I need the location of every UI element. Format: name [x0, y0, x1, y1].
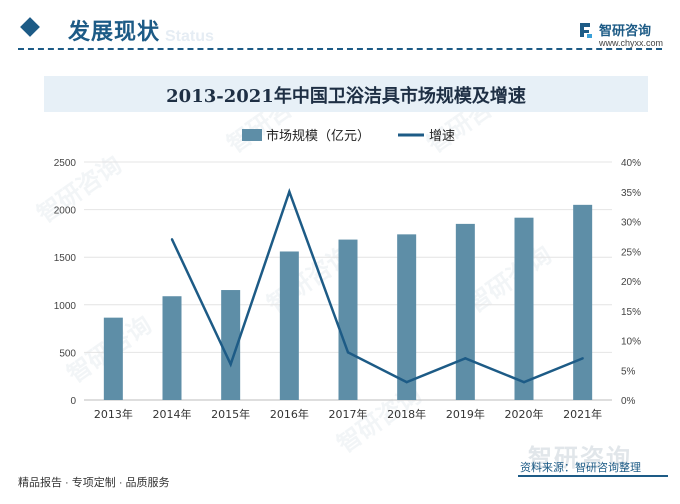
- x-tick-label: 2016年: [270, 407, 309, 421]
- y-right-tick-label: 25%: [621, 247, 641, 258]
- section-ghost-text: Status: [165, 28, 214, 45]
- bar: [279, 251, 299, 400]
- x-tick-label: 2021年: [563, 407, 602, 421]
- legend-bar-swatch: [242, 129, 262, 141]
- y-right-tick-label: 35%: [621, 188, 641, 199]
- footer-watermark: 智研咨询: [528, 444, 632, 472]
- y-left-tick-label: 500: [59, 348, 76, 359]
- growth-line: [170, 187, 584, 384]
- y-left-tick-label: 1000: [54, 301, 77, 312]
- bar: [162, 296, 182, 400]
- y-left-axis: 0 500 1000 1500 2000 2500: [54, 158, 77, 407]
- source-note: 资料来源：智研咨询整理: [520, 462, 641, 474]
- bar: [573, 204, 593, 400]
- x-tick-label: 2013年: [94, 407, 133, 421]
- y-right-tick-label: 10%: [621, 337, 641, 348]
- brand-logo-icon: [580, 23, 592, 38]
- bar: [455, 223, 475, 400]
- line-point: [464, 357, 467, 360]
- legend: 市场规模（亿元） 增速: [242, 128, 455, 144]
- bar: [397, 234, 417, 400]
- x-tick-label: 2015年: [211, 407, 250, 421]
- legend-line-label: 增速: [429, 129, 455, 144]
- y-left-tick-label: 2500: [54, 158, 77, 169]
- line-series: [170, 187, 584, 384]
- x-tick-label: 2014年: [153, 407, 192, 421]
- x-tick-label: 2020年: [505, 407, 544, 421]
- brand-name: 智研咨询: [599, 24, 652, 39]
- x-tick-label: 2018年: [387, 407, 426, 421]
- x-tick-label: 2017年: [329, 407, 368, 421]
- bar: [514, 217, 534, 400]
- footer-slogan: 精品报告 · 专项定制 · 品质服务: [18, 477, 170, 489]
- chart-title: 2013-2021年中国卫浴洁具市场规模及增速: [166, 86, 526, 107]
- y-left-tick-label: 1500: [54, 253, 77, 264]
- x-axis: 2013年 2014年 2015年 2016年 2017年 2018年 2019年 2020年…: [94, 407, 602, 421]
- chart-title-box: 2013-2021年中国卫浴洁具市场规模及增速: [44, 76, 648, 112]
- bar: [103, 317, 123, 400]
- y-right-tick-label: 0%: [621, 396, 636, 407]
- y-right-tick-label: 20%: [621, 277, 641, 288]
- line-point: [170, 238, 174, 241]
- footer: 智研咨询 资料来源：智研咨询整理 精品报告 · 专项定制 · 品质服务: [0, 444, 680, 504]
- section-title: 发展现状: [68, 20, 161, 45]
- bar: [338, 239, 358, 400]
- line-point: [522, 380, 526, 384]
- line-point: [405, 380, 408, 384]
- y-right-axis: 0% 5% 10% 15% 20% 25% 30% 35% 40%: [621, 158, 641, 407]
- y-left-tick-label: 2000: [54, 206, 77, 217]
- bar-series: [103, 204, 593, 400]
- bar: [221, 290, 241, 400]
- y-right-tick-label: 5%: [621, 366, 636, 377]
- y-right-tick-label: 30%: [621, 218, 641, 229]
- header: Status 发展现状 智研咨询 www.chyxx.com: [0, 0, 680, 60]
- line-point: [288, 190, 291, 193]
- y-left-tick-label: 0: [70, 396, 76, 407]
- line-point: [581, 357, 584, 360]
- y-right-tick-label: 40%: [621, 158, 641, 169]
- brand-url[interactable]: www.chyxx.com: [599, 38, 664, 48]
- line-point: [229, 363, 232, 366]
- legend-bar-label: 市场规模（亿元）: [266, 128, 370, 144]
- y-right-tick-label: 15%: [621, 307, 641, 318]
- header-divider: [18, 48, 662, 50]
- x-tick-label: 2019年: [446, 407, 485, 421]
- footer-divider: [518, 475, 668, 477]
- line-point: [346, 351, 350, 354]
